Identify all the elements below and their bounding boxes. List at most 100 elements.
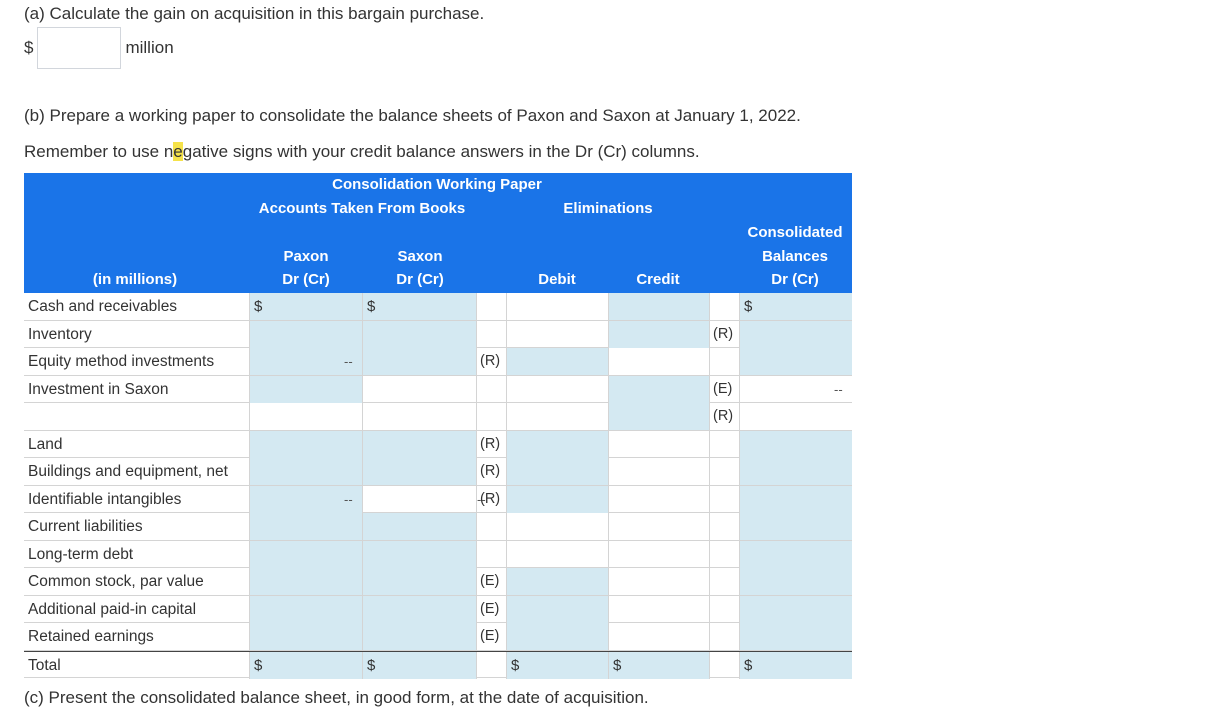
table-row: Long-term debt — [24, 540, 852, 568]
saxon-cell[interactable] — [362, 320, 476, 348]
paxon-cell[interactable] — [249, 375, 362, 403]
row-label: Equity method investments — [28, 353, 215, 370]
saxon-elim-ref-cell — [476, 293, 506, 320]
debit-cell[interactable] — [506, 623, 608, 650]
elimination-ref-mark: (E) — [480, 573, 500, 589]
paxon-cell[interactable] — [249, 623, 362, 650]
consolidated-cell[interactable] — [739, 430, 852, 458]
paxon-cell[interactable] — [249, 293, 362, 320]
credit-cell[interactable] — [608, 651, 709, 679]
paxon-cell[interactable] — [249, 430, 362, 458]
consolidated-cell[interactable] — [739, 595, 852, 623]
credit-elim-ref-cell — [709, 540, 739, 568]
consolidated-cell[interactable] — [739, 348, 852, 375]
saxon-elim-ref-cell — [476, 568, 506, 595]
debit-cell[interactable] — [506, 458, 608, 485]
row-label: Cash and receivables — [28, 298, 178, 315]
credit-cell — [608, 513, 709, 540]
row-label: Retained earnings — [28, 628, 154, 645]
saxon-cell[interactable] — [362, 568, 476, 595]
table-row: Equity method investments (R) -- — [24, 348, 852, 376]
elimination-ref-mark: (R) — [480, 353, 501, 369]
debit-cell[interactable] — [506, 595, 608, 623]
saxon-elim-ref-cell — [476, 430, 506, 458]
col-saxon-line2: Dr (Cr) — [396, 271, 444, 288]
debit-cell[interactable] — [506, 651, 608, 679]
currency-symbol: $ — [24, 38, 34, 57]
saxon-cell[interactable] — [362, 293, 476, 320]
paxon-cell[interactable] — [249, 513, 362, 540]
credit-elim-ref-cell — [709, 320, 739, 348]
credit-elim-ref-cell — [709, 568, 739, 595]
saxon-cell[interactable] — [362, 513, 476, 540]
consolidated-cell[interactable] — [739, 293, 852, 320]
col-label-header: (in millions) — [92, 271, 178, 288]
saxon-elim-ref-cell — [476, 513, 506, 540]
credit-cell — [608, 568, 709, 595]
saxon-elim-ref-cell — [476, 320, 506, 348]
credit-elim-ref-cell — [709, 485, 739, 513]
consolidated-cell[interactable] — [739, 513, 852, 540]
consolidated-cell[interactable] — [739, 540, 852, 568]
paxon-cell[interactable] — [249, 458, 362, 485]
credit-elim-ref-cell — [709, 595, 739, 623]
debit-cell[interactable] — [506, 348, 608, 375]
table-row: (R) — [24, 403, 852, 431]
credit-cell[interactable] — [608, 375, 709, 403]
credit-cell — [608, 595, 709, 623]
paxon-cell[interactable] — [249, 540, 362, 568]
consolidated-cell[interactable] — [739, 458, 852, 485]
instruction-text-end: gative signs with your credit balance an… — [182, 142, 700, 161]
saxon-cell[interactable] — [362, 458, 476, 485]
consolidated-cell[interactable] — [739, 485, 852, 513]
saxon-cell[interactable] — [362, 651, 476, 679]
saxon-cell[interactable] — [362, 623, 476, 650]
saxon-cell[interactable] — [362, 540, 476, 568]
saxon-cell[interactable] — [362, 595, 476, 623]
paxon-cell[interactable] — [249, 348, 362, 375]
gain-input[interactable] — [37, 27, 122, 69]
saxon-cell — [362, 375, 476, 403]
paxon-cell[interactable] — [249, 485, 362, 513]
col-paxon-line1: Paxon — [283, 248, 329, 265]
table-row: Total $ $ $ $ $ — [24, 650, 852, 679]
credit-cell[interactable] — [608, 320, 709, 348]
saxon-cell[interactable] — [362, 348, 476, 375]
saxon-cell[interactable] — [362, 430, 476, 458]
dash-mark: -- — [344, 354, 353, 369]
row-label: Investment in Saxon — [28, 380, 169, 398]
col-consolidated-line1: Consolidated — [747, 224, 843, 241]
row-label: Buildings and equipment, net — [28, 463, 228, 480]
paxon-cell[interactable] — [249, 568, 362, 595]
paxon-cell[interactable] — [249, 320, 362, 348]
table-title: Consolidation Working Paper — [332, 176, 542, 193]
instruction-text-start: Remember to use n — [24, 142, 174, 161]
credit-elim-ref-cell — [709, 458, 739, 485]
dollar-sign: $ — [367, 656, 376, 674]
credit-cell — [608, 540, 709, 568]
paxon-cell[interactable] — [249, 651, 362, 679]
consolidated-cell[interactable] — [739, 623, 852, 650]
paxon-cell[interactable] — [249, 595, 362, 623]
debit-cell — [506, 293, 608, 320]
debit-cell[interactable] — [506, 485, 608, 513]
debit-cell[interactable] — [506, 430, 608, 458]
credit-cell[interactable] — [608, 293, 709, 320]
table-row: Land (R) — [24, 430, 852, 458]
dollar-sign: $ — [744, 298, 753, 315]
part-a-question: (a) Calculate the gain on acquisition in… — [24, 4, 485, 23]
table-row: Common stock, par value (E) — [24, 568, 852, 596]
consolidated-cell[interactable] — [739, 568, 852, 595]
part-c-question: (c) Present the consolidated balance she… — [24, 688, 649, 707]
dollar-sign: $ — [613, 656, 622, 674]
col-credit-header: Credit — [636, 271, 680, 288]
consolidated-cell[interactable] — [739, 320, 852, 348]
elimination-ref-mark: (E) — [480, 628, 500, 644]
credit-elim-ref-cell — [709, 513, 739, 540]
credit-cell[interactable] — [608, 403, 709, 430]
part-b-question: (b) Prepare a working paper to consolida… — [24, 106, 801, 125]
consolidated-cell[interactable] — [739, 651, 852, 679]
debit-cell[interactable] — [506, 568, 608, 595]
table-row: Retained earnings (E) — [24, 623, 852, 651]
col-consolidated-line2: Balances — [762, 248, 828, 265]
